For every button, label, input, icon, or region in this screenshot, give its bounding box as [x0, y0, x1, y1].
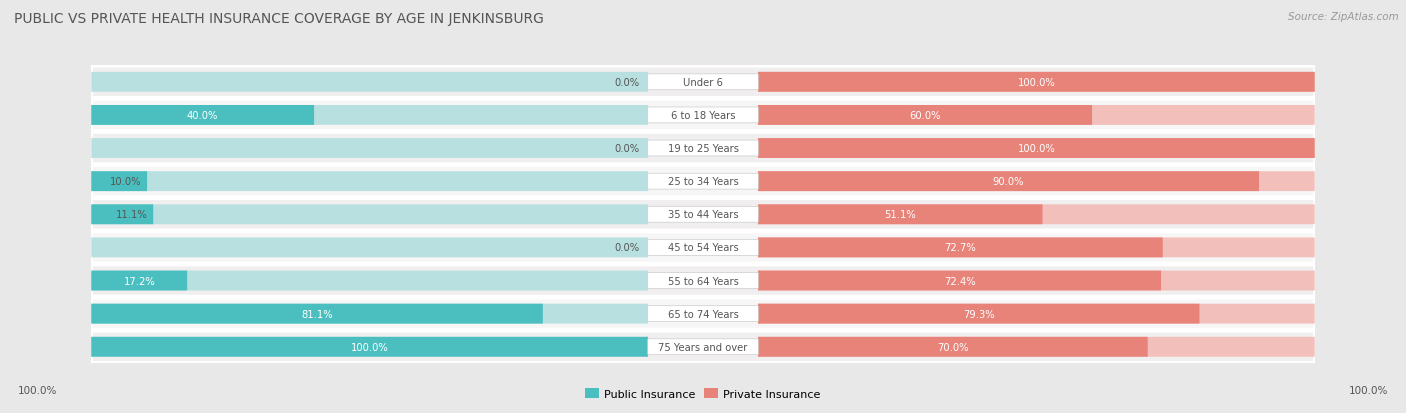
FancyBboxPatch shape: [91, 337, 648, 357]
FancyBboxPatch shape: [648, 108, 758, 123]
Text: 70.0%: 70.0%: [936, 342, 969, 352]
Text: Source: ZipAtlas.com: Source: ZipAtlas.com: [1288, 12, 1399, 22]
FancyBboxPatch shape: [758, 271, 1315, 291]
Text: 100.0%: 100.0%: [352, 342, 388, 352]
FancyBboxPatch shape: [758, 205, 1315, 225]
FancyBboxPatch shape: [758, 337, 1315, 357]
Text: 51.1%: 51.1%: [884, 210, 917, 220]
FancyBboxPatch shape: [91, 271, 187, 291]
Text: 60.0%: 60.0%: [910, 111, 941, 121]
FancyBboxPatch shape: [91, 304, 648, 324]
FancyBboxPatch shape: [91, 67, 1315, 98]
FancyBboxPatch shape: [648, 75, 758, 90]
Text: 19 to 25 Years: 19 to 25 Years: [668, 144, 738, 154]
Legend: Public Insurance, Private Insurance: Public Insurance, Private Insurance: [581, 384, 825, 404]
FancyBboxPatch shape: [648, 306, 758, 322]
Text: 25 to 34 Years: 25 to 34 Years: [668, 177, 738, 187]
FancyBboxPatch shape: [91, 106, 648, 126]
Text: 0.0%: 0.0%: [614, 78, 640, 88]
FancyBboxPatch shape: [758, 304, 1315, 324]
FancyBboxPatch shape: [758, 337, 1147, 357]
FancyBboxPatch shape: [758, 106, 1092, 126]
FancyBboxPatch shape: [91, 139, 648, 159]
Text: 45 to 54 Years: 45 to 54 Years: [668, 243, 738, 253]
Text: 100.0%: 100.0%: [18, 385, 58, 395]
FancyBboxPatch shape: [91, 271, 648, 291]
Text: 11.1%: 11.1%: [115, 210, 148, 220]
Text: 65 to 74 Years: 65 to 74 Years: [668, 309, 738, 319]
FancyBboxPatch shape: [758, 205, 1042, 225]
FancyBboxPatch shape: [91, 166, 1315, 197]
Text: 55 to 64 Years: 55 to 64 Years: [668, 276, 738, 286]
Text: 72.7%: 72.7%: [945, 243, 976, 253]
Text: 0.0%: 0.0%: [614, 243, 640, 253]
Text: 0.0%: 0.0%: [614, 144, 640, 154]
FancyBboxPatch shape: [758, 172, 1258, 192]
FancyBboxPatch shape: [758, 139, 1315, 159]
FancyBboxPatch shape: [91, 199, 1315, 230]
Text: 10.0%: 10.0%: [110, 177, 142, 187]
FancyBboxPatch shape: [91, 100, 1315, 131]
Text: 79.3%: 79.3%: [963, 309, 994, 319]
Text: 17.2%: 17.2%: [124, 276, 155, 286]
Text: 72.4%: 72.4%: [943, 276, 976, 286]
FancyBboxPatch shape: [91, 265, 1315, 297]
FancyBboxPatch shape: [91, 331, 1315, 363]
FancyBboxPatch shape: [758, 271, 1161, 291]
FancyBboxPatch shape: [91, 304, 543, 324]
FancyBboxPatch shape: [758, 73, 1315, 93]
FancyBboxPatch shape: [91, 205, 648, 225]
Text: 6 to 18 Years: 6 to 18 Years: [671, 111, 735, 121]
FancyBboxPatch shape: [91, 232, 1315, 263]
Text: 100.0%: 100.0%: [1018, 144, 1054, 154]
FancyBboxPatch shape: [91, 238, 648, 258]
Text: Under 6: Under 6: [683, 78, 723, 88]
FancyBboxPatch shape: [91, 172, 648, 192]
FancyBboxPatch shape: [758, 238, 1163, 258]
Text: 90.0%: 90.0%: [993, 177, 1024, 187]
FancyBboxPatch shape: [758, 73, 1315, 93]
Text: 40.0%: 40.0%: [187, 111, 218, 121]
FancyBboxPatch shape: [91, 73, 648, 93]
FancyBboxPatch shape: [91, 205, 153, 225]
FancyBboxPatch shape: [758, 238, 1315, 258]
FancyBboxPatch shape: [91, 298, 1315, 330]
FancyBboxPatch shape: [91, 133, 1315, 164]
Text: 81.1%: 81.1%: [301, 309, 333, 319]
FancyBboxPatch shape: [648, 141, 758, 157]
FancyBboxPatch shape: [648, 240, 758, 256]
FancyBboxPatch shape: [91, 337, 648, 357]
FancyBboxPatch shape: [648, 273, 758, 289]
Text: 75 Years and over: 75 Years and over: [658, 342, 748, 352]
FancyBboxPatch shape: [648, 339, 758, 355]
FancyBboxPatch shape: [758, 139, 1315, 159]
FancyBboxPatch shape: [648, 174, 758, 190]
Text: PUBLIC VS PRIVATE HEALTH INSURANCE COVERAGE BY AGE IN JENKINSBURG: PUBLIC VS PRIVATE HEALTH INSURANCE COVER…: [14, 12, 544, 26]
Text: 100.0%: 100.0%: [1018, 78, 1054, 88]
FancyBboxPatch shape: [758, 172, 1315, 192]
FancyBboxPatch shape: [758, 106, 1315, 126]
FancyBboxPatch shape: [91, 172, 148, 192]
Text: 100.0%: 100.0%: [1348, 385, 1388, 395]
FancyBboxPatch shape: [91, 106, 314, 126]
FancyBboxPatch shape: [648, 207, 758, 223]
FancyBboxPatch shape: [758, 304, 1199, 324]
Text: 35 to 44 Years: 35 to 44 Years: [668, 210, 738, 220]
